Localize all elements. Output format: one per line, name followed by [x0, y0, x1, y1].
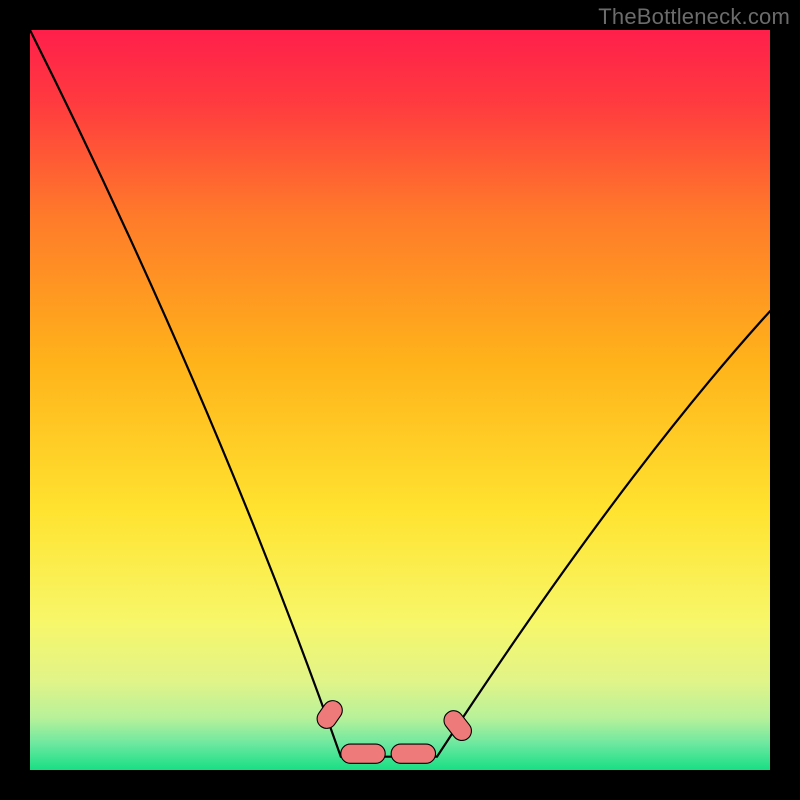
- marker-capsule-1: [341, 744, 385, 763]
- marker-capsule-2: [391, 744, 435, 763]
- watermark-text: TheBottleneck.com: [598, 4, 790, 30]
- plot-area: [30, 30, 770, 770]
- gradient-bg: [30, 30, 770, 770]
- chart-container: TheBottleneck.com: [0, 0, 800, 800]
- plot-svg: [30, 30, 770, 770]
